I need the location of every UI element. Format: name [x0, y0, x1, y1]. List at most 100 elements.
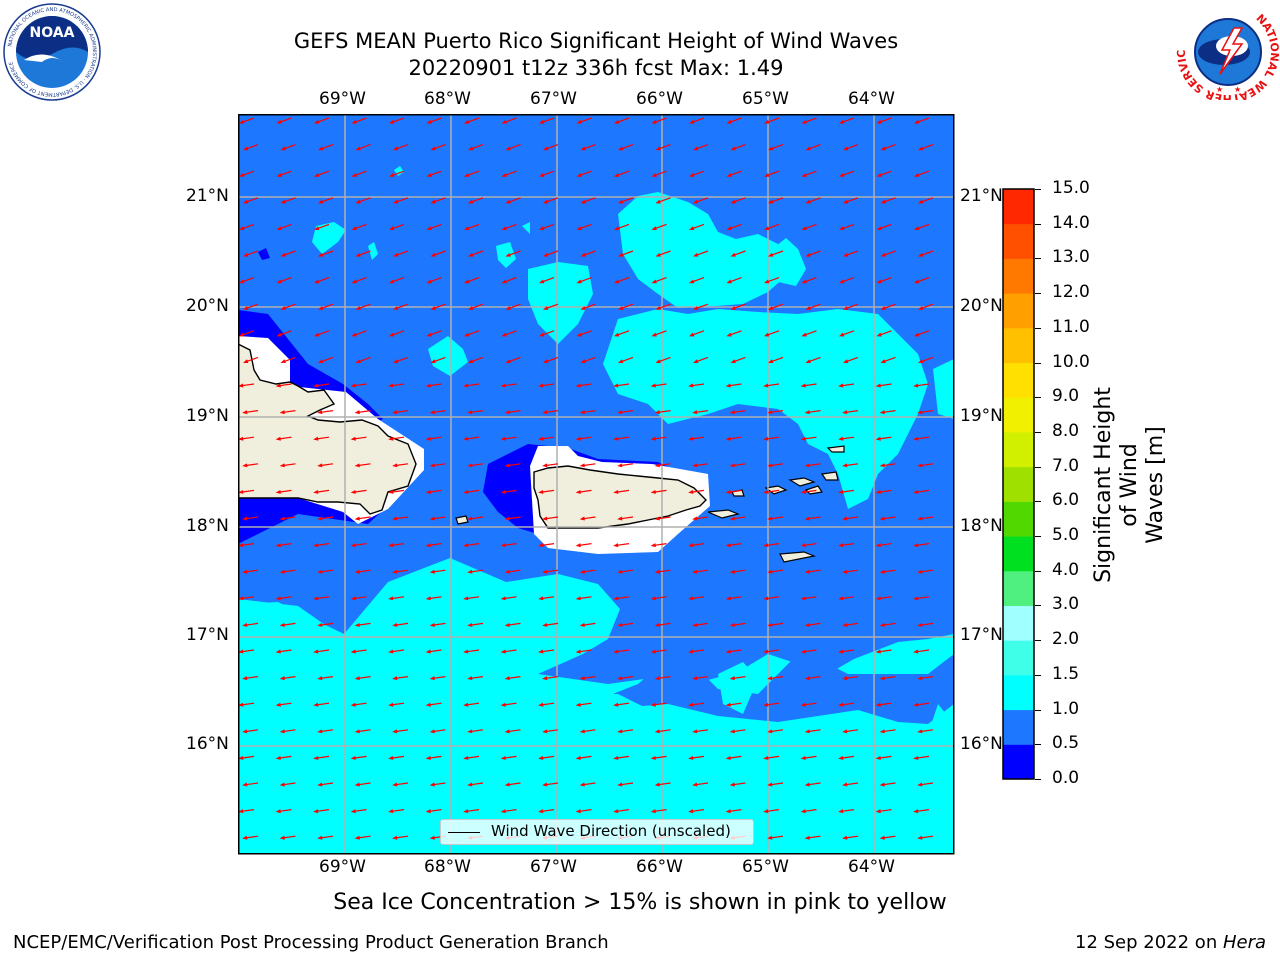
wave-direction-arrowhead [688, 489, 694, 494]
wave-direction-arrowhead [317, 516, 323, 521]
colorbar-tick-label: 12.0 [1052, 282, 1090, 303]
wave-direction-arrowhead [467, 252, 474, 257]
wave-direction-arrowhead [688, 702, 694, 707]
wave-direction-arrowhead [651, 119, 657, 124]
colorbar-tick [1035, 362, 1041, 364]
wave-direction-arrowhead [542, 622, 548, 627]
wave-direction-arrowhead [392, 463, 398, 468]
wave-direction-arrowhead [388, 173, 395, 177]
wave-direction-arrowhead [763, 543, 769, 548]
wave-direction-arrowhead [917, 835, 923, 840]
wave-direction-arrowhead [313, 119, 320, 124]
wave-direction-arrowhead [617, 676, 623, 681]
wave-direction-arrowhead [913, 279, 920, 284]
wave-direction-arrowhead [725, 755, 731, 760]
wave-direction-arrowhead [504, 622, 510, 627]
wave-direction-arrowhead [800, 383, 806, 388]
wave-direction-arrowhead [580, 199, 586, 204]
wave-direction-arrowhead [279, 782, 285, 787]
colorbar-tick-label: 15.0 [1052, 178, 1090, 198]
wave-direction-arrowhead [654, 410, 660, 415]
wave-direction-arrowhead [275, 596, 281, 601]
colorbar-band [1003, 293, 1034, 329]
wave-direction-arrowhead [351, 279, 357, 284]
wave-direction-arrowhead [313, 226, 320, 231]
wave-direction-arrowhead [542, 516, 548, 521]
wave-direction-arrowhead [879, 729, 885, 734]
colorbar-tick [1035, 605, 1041, 607]
wave-direction-arrowhead [317, 359, 324, 364]
wave-direction-arrowhead [467, 410, 473, 415]
wave-direction-arrowhead [467, 359, 474, 364]
wave-direction-arrowhead [463, 119, 470, 124]
wave-direction-arrowhead [917, 676, 923, 681]
wave-direction-arrowhead [763, 702, 769, 707]
wave-direction-arrowhead [650, 383, 656, 388]
wave-direction-arrowhead [313, 809, 319, 814]
wave-direction-arrowhead [500, 755, 506, 760]
wave-direction-arrowhead [501, 226, 507, 231]
wave-direction-arrowhead [655, 146, 661, 151]
map-legend: Wind Wave Direction (unscaled) [440, 819, 754, 845]
wave-direction-arrowhead [354, 569, 360, 574]
wave-direction-arrowhead [467, 622, 473, 627]
wave-direction-arrowhead [767, 569, 773, 574]
wave-direction-arrowhead [726, 332, 732, 337]
wave-direction-arrowhead [879, 516, 885, 521]
colorbar-tick [1035, 536, 1041, 538]
wave-direction-arrowhead [425, 809, 431, 814]
wave-direction-arrowhead [350, 436, 356, 441]
colorbar-band [1003, 431, 1034, 468]
wave-direction-arrowhead [875, 755, 881, 760]
wave-direction-arrowhead [767, 676, 773, 681]
colorbar-tick [1035, 501, 1041, 503]
wave-direction-arrowhead [388, 543, 394, 548]
wave-direction-arrowhead [654, 569, 660, 574]
wave-direction-arrowhead [275, 809, 281, 814]
wave-direction-arrowhead [842, 463, 848, 468]
wave-direction-arrowhead [242, 306, 249, 310]
wave-direction-arrowhead [317, 146, 324, 151]
wave-direction-arrowhead [242, 252, 249, 257]
wave-direction-arrowhead [654, 676, 660, 681]
wave-direction-arrowhead [392, 410, 398, 415]
wave-direction-arrowhead [505, 199, 511, 204]
wave-direction-arrowhead [426, 332, 432, 337]
wave-direction-arrowhead [763, 489, 769, 494]
wave-direction-arrowhead [313, 702, 319, 707]
colorbar-band [1003, 327, 1034, 364]
wave-direction-arrowhead [354, 516, 360, 521]
wave-direction-arrowhead [542, 729, 548, 734]
noaa-logo-text: NOAA [30, 25, 75, 41]
wave-direction-arrowhead [575, 543, 581, 548]
wave-direction-arrowhead [767, 782, 773, 787]
wave-direction-arrowhead [842, 835, 848, 840]
wave-direction-arrowhead [650, 543, 656, 548]
wave-direction-arrowhead [429, 516, 435, 521]
colorbar-band [1003, 709, 1034, 745]
wave-direction-arrowhead [276, 173, 282, 177]
wave-direction-arrowhead [238, 332, 245, 337]
wave-direction-arrowhead [317, 622, 323, 627]
band-1.0-1.5-regions [238, 166, 954, 854]
wave-direction-arrowhead [463, 436, 469, 441]
lat-tick-left-20: 20°N [186, 296, 229, 316]
wave-direction-arrowhead [876, 226, 882, 231]
wave-direction-arrowhead [842, 306, 849, 310]
wave-direction-arrowhead [617, 252, 624, 257]
wave-direction-arrowhead [350, 702, 356, 707]
wave-direction-arrowhead [688, 649, 694, 654]
wave-direction-arrowhead [805, 252, 811, 257]
wave-direction-arrowhead [392, 622, 398, 627]
wave-direction-arrowhead [917, 199, 924, 204]
wave-direction-arrowhead [842, 516, 848, 521]
wave-direction-arrowhead [392, 516, 398, 521]
colorbar-tick [1035, 223, 1041, 225]
wave-direction-arrowhead [617, 199, 624, 204]
wave-direction-arrowhead [355, 252, 361, 257]
colorbar-tick [1035, 709, 1041, 711]
wave-direction-arrowhead [542, 359, 549, 364]
wave-direction-arrowhead [725, 809, 731, 814]
wave-direction-arrowhead [913, 809, 919, 814]
wave-direction-arrowhead [575, 649, 581, 654]
